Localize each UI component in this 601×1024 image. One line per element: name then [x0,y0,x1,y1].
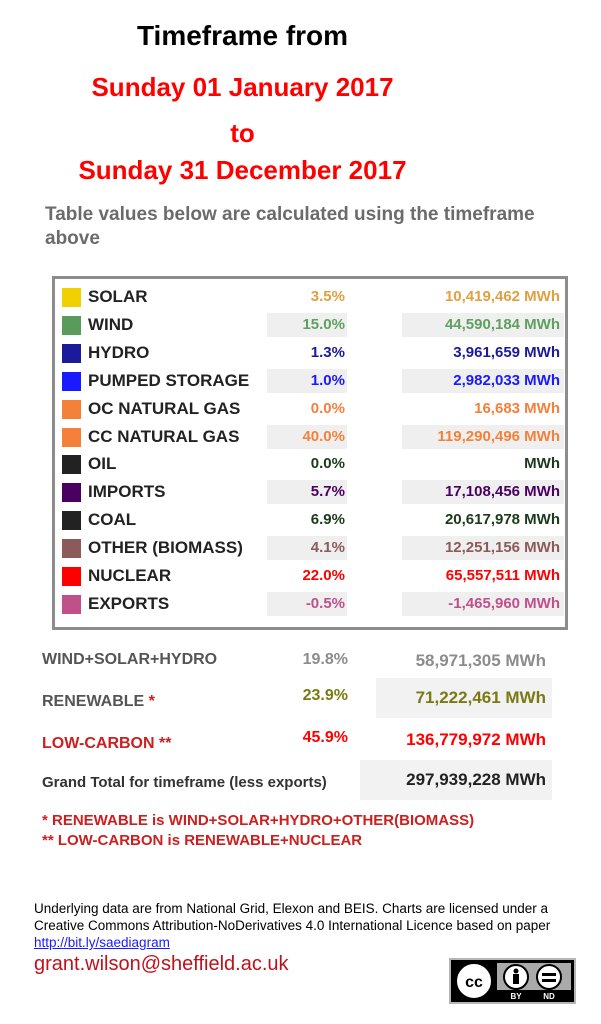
end-date: Sunday 31 December 2017 [78,155,407,185]
source-mwh: 10,419,462 MWh [444,288,560,305]
source-mwh: 3,961,659 MWh [453,343,560,361]
lowcarbon-mwh: 136,779,972 MWh [406,730,546,749]
source-row: EXPORTS -0.5% -1,465,960 MWh [55,590,565,618]
legend-swatch [62,399,81,419]
source-label: PUMPED STORAGE [88,370,250,390]
source-row: SOLAR 3.5% 10,419,462 MWh [55,283,565,311]
source-row: OTHER (BIOMASS) 4.1% 12,251,156 MWh [55,534,565,562]
renewable-note: * RENEWABLE is WIND+SOLAR+HYDRO+OTHER(BI… [42,812,475,829]
source-label: OIL [88,454,117,474]
source-row: OIL 0.0% MWh [55,450,565,478]
legend-swatch [62,483,81,503]
to-label: to [230,118,255,148]
source-label: SOLAR [88,287,148,306]
source-row: PUMPED STORAGE 1.0% 2,982,033 MWh [55,367,565,395]
source-percent: 6.9% [310,511,345,529]
source-percent: 1.3% [310,343,345,361]
by-text: BY [510,992,522,1001]
legend-swatch [62,567,81,586]
lowcarbon-label: LOW-CARBON ** [42,735,172,752]
renewable-star: * [148,693,155,710]
source-mwh: 119,290,496 MWh [402,424,564,449]
source-row: IMPORTS 5.7% 17,108,456 MWh [55,478,565,506]
subtitle: Table values below are calculated using … [45,204,535,249]
cc-icon [455,962,493,1000]
legend-swatch [62,371,81,391]
source-percent: 0.0% [310,399,345,417]
source-label: WIND [88,314,134,334]
cc-text: cc [465,974,483,991]
source-label: OTHER (BIOMASS) [88,538,243,558]
legend-swatch [62,427,81,447]
source-mwh: 65,557,511 MWh [445,567,560,584]
wsh-pct: 19.8% [302,651,348,668]
source-table: SOLAR 3.5% 10,419,462 MWh WIND 15.0% 44,590,1… [52,276,568,630]
source-row: CC NATURAL GAS 40.0% 119,290,496 MWh [55,423,565,451]
nd-equals-icon [536,964,562,990]
legend-swatch [62,343,81,363]
source-row: COAL 6.9% 20,617,978 MWh [55,506,565,534]
cc-by-nd-badge[interactable]: cc BY ND [449,958,576,1004]
source-mwh: 12,251,156 MWh [402,536,564,561]
lowcarbon-pct: 45.9% [302,729,348,746]
licence-text: Underlying data are from National Grid, … [34,900,574,951]
source-mwh: 16,683 MWh [474,399,560,417]
source-mwh: MWh [524,455,560,473]
source-row: WIND 15.0% 44,590,184 MWh [55,311,565,339]
legend-swatch [62,594,81,614]
lowcarbon-note: ** LOW-CARBON is RENEWABLE+NUCLEAR [42,832,363,849]
title-timeframe: Timeframe from [136,20,349,51]
grand-total-label: Grand Total for timeframe (less exports) [42,774,327,791]
legend-swatch [62,288,81,307]
source-mwh: 2,982,033 MWh [402,368,564,393]
renewable-label: RENEWABLE * [42,693,155,711]
source-label: HYDRO [88,342,150,362]
source-percent: 1.0% [267,368,347,393]
contact-email[interactable]: grant.wilson@sheffield.ac.uk [34,953,289,975]
source-row: NUCLEAR 22.0% 65,557,511 MWh [55,562,565,590]
source-label: EXPORTS [88,593,170,613]
source-row: HYDRO 1.3% 3,961,659 MWh [55,339,565,367]
licence-body: Underlying data are from National Grid, … [34,901,551,933]
source-percent: 4.1% [267,536,347,561]
legend-swatch [62,511,81,531]
source-label: COAL [88,510,137,530]
legend-swatch [62,455,81,475]
start-date: Sunday 01 January 2017 [91,72,394,102]
source-percent: 22.0% [302,567,345,584]
source-label: IMPORTS [88,482,166,502]
source-percent: 15.0% [267,312,347,337]
source-percent: 40.0% [267,424,347,449]
source-mwh: 17,108,456 MWh [402,480,564,505]
source-mwh: 44,590,184 MWh [402,312,564,337]
renewable-mwh: 71,222,461 MWh [376,678,552,718]
nd-text: ND [543,992,555,1001]
source-label: OC NATURAL GAS [88,398,241,418]
source-row: OC NATURAL GAS 0.0% 16,683 MWh [55,395,565,423]
paper-link[interactable]: http://bit.ly/saediagram [34,935,170,950]
renewable-pct: 23.9% [302,687,348,704]
wsh-label: WIND+SOLAR+HYDRO [42,651,218,668]
source-label: NUCLEAR [88,566,172,585]
source-mwh: 20,617,978 MWh [444,511,560,529]
source-percent: 5.7% [267,480,347,505]
renewable-label-text: RENEWABLE [42,693,149,710]
source-percent: -0.5% [267,591,347,616]
legend-swatch [62,539,81,559]
grand-total-mwh: 297,939,228 MWh [360,760,552,800]
legend-swatch [62,315,81,335]
source-mwh: -1,465,960 MWh [402,591,564,616]
source-percent: 0.0% [310,455,345,473]
source-percent: 3.5% [310,288,345,305]
cc-license-icon: cc BY ND [451,960,574,1002]
wsh-mwh: 58,971,305 MWh [415,651,546,670]
source-label: CC NATURAL GAS [88,426,240,446]
